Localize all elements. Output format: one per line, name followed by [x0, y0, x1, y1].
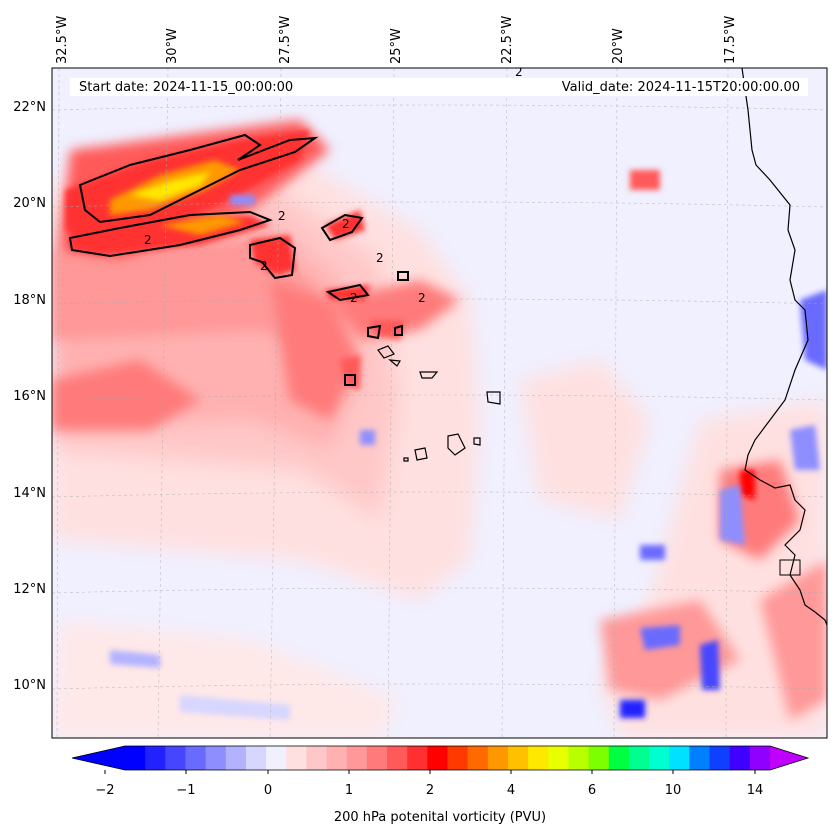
pv-field-negative — [110, 195, 827, 720]
colorbar-swatch — [225, 746, 247, 770]
colorbar-swatch — [245, 746, 267, 770]
colorbar-swatch — [306, 746, 328, 770]
colorbar-swatch — [608, 746, 630, 770]
lon-label: 20°W — [611, 28, 626, 64]
colorbar-swatch — [548, 746, 569, 770]
contour-label: 2 — [260, 259, 268, 273]
colorbar-tick-label: −2 — [95, 783, 114, 798]
colorbar-swatch — [669, 746, 690, 770]
contour-label: 2 — [350, 291, 358, 305]
colorbar-swatch — [628, 746, 650, 770]
colorbar-swatch — [528, 746, 549, 770]
colorbar-title: 200 hPa potenital vorticity (PVU) — [334, 810, 546, 825]
lat-label: 12°N — [13, 582, 46, 597]
colorbar-tick-label: 14 — [747, 783, 764, 798]
contour-label: 2 — [144, 233, 152, 247]
colorbar-swatch — [407, 746, 428, 770]
colorbar-swatch — [286, 746, 307, 770]
pv-2-contours — [68, 133, 409, 386]
lat-label: 16°N — [13, 389, 46, 404]
colorbar-swatch — [689, 746, 711, 770]
colorbar-swatch — [266, 746, 287, 770]
colorbar-swatch — [487, 746, 509, 770]
colorbar-swatch — [145, 746, 166, 770]
colorbar-swatch — [326, 746, 348, 770]
lat-label: 14°N — [13, 486, 46, 501]
colorbar-tick-label: 4 — [507, 783, 515, 798]
latitude-labels: 22°N 20°N 18°N 16°N 14°N 12°N 10°N — [13, 100, 46, 693]
cape-verde-islands — [377, 345, 501, 462]
lon-label: 25°W — [389, 28, 404, 64]
map-frame — [51, 67, 828, 739]
colorbar-swatch — [387, 746, 408, 770]
colorbar-swatch — [427, 746, 448, 770]
valid-date-label: Valid_date: 2024-11-15T20:00:00.00 — [562, 80, 800, 95]
start-date-label: Start date: 2024-11-15_00:00:00 — [79, 80, 293, 95]
colorbar-tick-label: 6 — [588, 783, 596, 798]
colorbar-swatch — [467, 746, 489, 770]
colorbar-tick-label: −1 — [176, 783, 195, 798]
colorbar-swatch — [749, 746, 771, 770]
colorbar-tick-label: 1 — [345, 783, 353, 798]
colorbar-swatch — [709, 746, 731, 770]
lat-label: 22°N — [13, 100, 46, 115]
contour-label: 2 — [515, 65, 523, 79]
colorbar-swatch — [185, 746, 207, 770]
colorbar-tick-label: 0 — [264, 783, 272, 798]
colorbar-swatch — [588, 746, 610, 770]
lon-label: 22.5°W — [500, 16, 515, 64]
longitude-labels: 32.5°W 30°W 27.5°W 25°W 22.5°W 20°W 17.5… — [55, 16, 738, 64]
lon-label: 17.5°W — [723, 16, 738, 64]
contour-label: 2 — [342, 217, 350, 231]
colorbar-swatch — [568, 746, 590, 770]
colorbar-swatch — [366, 746, 388, 770]
coastline — [741, 68, 827, 626]
lat-label: 18°N — [13, 293, 46, 308]
contour-label: 2 — [376, 251, 384, 265]
colorbar-swatch — [729, 746, 751, 770]
lon-label: 30°W — [165, 28, 180, 64]
colorbar-swatch — [125, 746, 146, 770]
colorbar-under-arrow — [72, 746, 125, 770]
lon-label: 27.5°W — [278, 16, 293, 64]
colorbar-swatch — [649, 746, 670, 770]
colorbar-swatch — [447, 746, 469, 770]
graticule — [52, 68, 827, 738]
contour-label: 2 — [278, 209, 286, 223]
lat-label: 20°N — [13, 196, 46, 211]
colorbar-over-arrow — [770, 746, 808, 770]
map-panel: 2 2 2 2 2 2 2 2 — [52, 65, 827, 738]
colorbar-swatch — [165, 746, 186, 770]
colorbar-ticks: −2 −1 0 1 2 4 6 10 14 — [95, 783, 763, 798]
contour-label: 2 — [418, 291, 426, 305]
header-strip — [70, 78, 808, 96]
colorbar-tick-label: 10 — [665, 783, 682, 798]
colorbar-frame — [71, 745, 810, 771]
colorbar — [71, 745, 810, 774]
colorbar-swatch — [507, 746, 529, 770]
colorbar-tick-label: 2 — [426, 783, 434, 798]
lon-label: 32.5°W — [55, 16, 70, 64]
lat-label: 10°N — [13, 678, 46, 693]
colorbar-swatch — [346, 746, 368, 770]
contour-label-group: 2 2 2 2 2 2 2 2 — [144, 65, 523, 305]
pv-field-max — [110, 160, 245, 235]
colorbar-swatch — [205, 746, 227, 770]
